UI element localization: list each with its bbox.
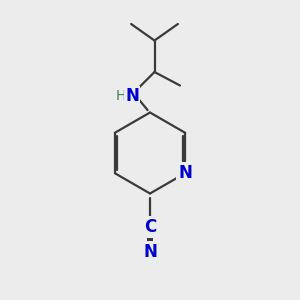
- Text: N: N: [178, 164, 192, 182]
- Text: H: H: [116, 89, 126, 103]
- Text: C: C: [144, 218, 156, 236]
- Text: N: N: [125, 87, 139, 105]
- Text: N: N: [143, 243, 157, 261]
